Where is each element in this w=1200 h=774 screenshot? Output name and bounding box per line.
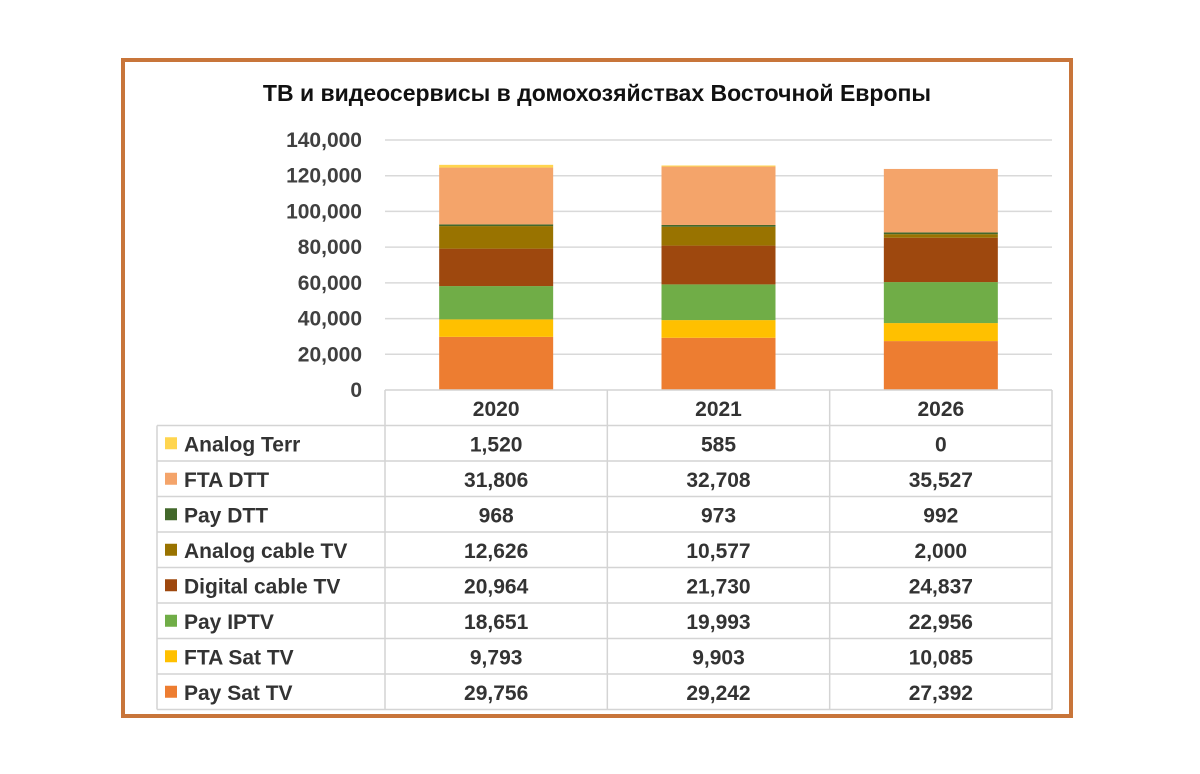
legend-label: Analog Terr: [184, 433, 300, 456]
y-tick-label: 80,000: [298, 236, 362, 259]
data-label: 24,837: [909, 575, 973, 598]
data-label: 21,730: [686, 575, 750, 598]
legend-swatch: [165, 437, 177, 450]
y-tick-label: 60,000: [298, 272, 362, 295]
legend-swatch: [165, 508, 177, 521]
bar-segment: [883, 237, 998, 283]
data-label: 31,806: [464, 469, 528, 492]
y-tick-label: 40,000: [298, 308, 362, 331]
bar-segment: [661, 337, 776, 390]
bar-segment: [883, 234, 998, 238]
bar-segment: [439, 226, 554, 249]
legend-label: FTA DTT: [184, 469, 269, 492]
bar-segment: [439, 248, 554, 287]
bar-segment: [439, 164, 554, 168]
bar-segment: [883, 168, 998, 233]
data-label: 992: [923, 504, 958, 527]
data-label: 19,993: [686, 611, 750, 634]
bar-segment: [661, 224, 776, 227]
bar-segment: [439, 319, 554, 337]
data-label: 22,956: [909, 611, 973, 634]
category-label: 2021: [695, 398, 742, 421]
bar-segment: [661, 165, 776, 167]
legend-label: FTA Sat TV: [184, 646, 294, 669]
data-label: 973: [701, 504, 736, 527]
y-tick-label: 100,000: [286, 200, 362, 223]
legend-swatch: [165, 685, 177, 698]
data-label: 0: [935, 433, 947, 456]
bar-segment: [661, 245, 776, 285]
bar-segment: [883, 232, 998, 235]
legend-swatch: [165, 614, 177, 627]
legend-label: Pay Sat TV: [184, 682, 293, 705]
chart-title: ТВ и видеосервисы в домохозяйствах Восто…: [262, 80, 932, 106]
data-label: 9,793: [470, 646, 523, 669]
bar-segment: [883, 341, 998, 390]
bar-segment: [883, 323, 998, 342]
data-label: 32,708: [686, 469, 751, 492]
data-label: 20,964: [464, 575, 529, 598]
bar-segment: [661, 284, 776, 321]
bar-segment: [439, 167, 554, 225]
legend-swatch: [165, 650, 177, 663]
y-tick-label: 20,000: [298, 343, 362, 366]
data-label: 27,392: [909, 682, 973, 705]
y-tick-label: 120,000: [286, 165, 362, 188]
data-label: 29,242: [686, 682, 750, 705]
bar-segment: [661, 226, 776, 246]
legend-label: Digital cable TV: [184, 575, 340, 598]
legend-label: Analog cable TV: [184, 540, 347, 563]
data-label: 35,527: [909, 469, 973, 492]
data-label: 10,577: [686, 540, 750, 563]
legend-swatch: [165, 472, 177, 485]
y-tick-label: 0: [350, 379, 362, 402]
data-label: 585: [701, 433, 736, 456]
data-label: 10,085: [909, 646, 974, 669]
bar-segment: [661, 320, 776, 338]
category-label: 2020: [473, 398, 520, 421]
category-label: 2026: [917, 398, 964, 421]
legend-swatch: [165, 579, 177, 592]
bar-segment: [883, 282, 998, 324]
bar-segment: [661, 166, 776, 225]
y-tick-label: 140,000: [286, 129, 362, 152]
data-label: 2,000: [915, 540, 968, 563]
bar-segment: [439, 286, 554, 320]
legend-label: Pay DTT: [184, 504, 268, 527]
data-label: 968: [479, 504, 514, 527]
data-label: 9,903: [692, 646, 745, 669]
data-label: 29,756: [464, 682, 528, 705]
bar-segment: [439, 224, 554, 227]
data-label: 12,626: [464, 540, 528, 563]
bar-segment: [439, 336, 554, 390]
data-label: 18,651: [464, 611, 529, 634]
data-label: 1,520: [470, 433, 523, 456]
legend-swatch: [165, 543, 177, 556]
legend-label: Pay IPTV: [184, 611, 274, 634]
